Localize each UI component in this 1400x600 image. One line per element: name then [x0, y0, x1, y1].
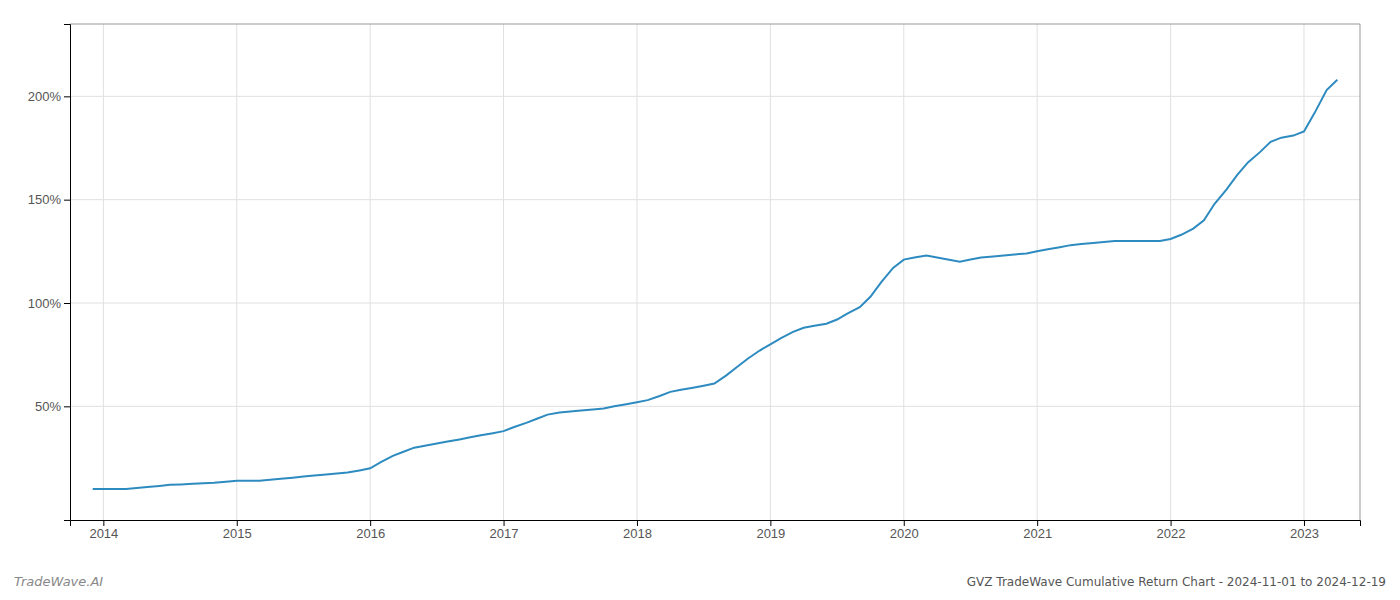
x-tick-label: 2017 — [490, 526, 519, 541]
x-axis-line — [71, 521, 1361, 527]
y-tick: 150% — [28, 192, 70, 207]
x-tick-mark — [1171, 520, 1172, 526]
x-tick-mark — [237, 520, 238, 526]
y-axis: 50% 100% 150% 200% — [28, 25, 71, 521]
x-axis: 2014 2015 2016 2017 2018 2019 2020 2021 2022 2023 — [71, 520, 1361, 541]
grid-line — [370, 24, 371, 520]
grid-line — [236, 24, 237, 520]
grid-line — [70, 406, 1360, 407]
x-tick-label: 2021 — [1023, 526, 1052, 541]
watermark: TradeWave.AI — [14, 574, 103, 589]
y-tick: 100% — [28, 296, 70, 311]
x-tick-mark — [1304, 520, 1305, 526]
grid-line — [70, 96, 1360, 97]
x-tick-label: 2022 — [1157, 526, 1186, 541]
y-tick-mark — [64, 200, 70, 201]
grid — [70, 24, 1360, 520]
x-tick: 2022 — [1157, 520, 1186, 541]
grid-line — [70, 303, 1360, 304]
grid-line — [770, 24, 771, 520]
x-tick-mark — [1037, 520, 1038, 526]
grid-line — [70, 199, 1360, 200]
y-tick: 50% — [35, 399, 70, 414]
grid-line — [636, 24, 637, 520]
x-tick-label: 2018 — [623, 526, 652, 541]
x-tick-label: 2023 — [1290, 526, 1319, 541]
y-tick-label: 150% — [28, 192, 62, 207]
x-tick: 2023 — [1290, 520, 1319, 541]
x-tick: 2020 — [890, 520, 919, 541]
grid-line — [503, 24, 504, 520]
y-tick-label: 100% — [28, 296, 62, 311]
x-tick-mark — [637, 520, 638, 526]
marks — [93, 80, 1338, 489]
x-tick: 2016 — [356, 520, 385, 541]
x-tick: 2018 — [623, 520, 652, 541]
x-tick-mark — [770, 520, 771, 526]
y-tick-label: 200% — [28, 89, 62, 104]
title: GVZ TradeWave Cumulative Return Chart - … — [967, 575, 1386, 589]
y-tick-label: 50% — [35, 399, 61, 414]
frame — [70, 24, 1360, 25]
x-tick-label: 2019 — [756, 526, 785, 541]
y-tick-mark — [64, 96, 70, 97]
grid-line — [1037, 24, 1038, 520]
x-tick-label: 2020 — [890, 526, 919, 541]
x-tick-mark — [504, 520, 505, 526]
grid-line — [1303, 24, 1304, 520]
y-tick: 200% — [28, 89, 70, 104]
x-tick: 2017 — [490, 520, 519, 541]
x-tick: 2019 — [756, 520, 785, 541]
plot: 2014 2015 2016 2017 2018 2019 2020 2021 2022 2023… — [28, 24, 1361, 541]
x-tick-mark — [103, 520, 104, 526]
x-tick-label: 2014 — [89, 526, 118, 541]
y-tick-mark — [64, 303, 70, 304]
x-tick: 2021 — [1023, 520, 1052, 541]
x-tick: 2015 — [223, 520, 252, 541]
x-tick: 2014 — [89, 520, 118, 541]
y-axis-line — [64, 25, 71, 521]
frame — [1360, 24, 1361, 520]
x-tick-mark — [904, 520, 905, 526]
grid-line — [903, 24, 904, 520]
x-tick-label: 2015 — [223, 526, 252, 541]
chart: 2014 2015 2016 2017 2018 2019 2020 2021 2022 2023… — [0, 0, 1400, 600]
grid-line — [1170, 24, 1171, 520]
y-tick-mark — [64, 406, 70, 407]
x-tick-mark — [370, 520, 371, 526]
x-tick-label: 2016 — [356, 526, 385, 541]
grid-line — [103, 24, 104, 520]
line — [93, 80, 1338, 489]
